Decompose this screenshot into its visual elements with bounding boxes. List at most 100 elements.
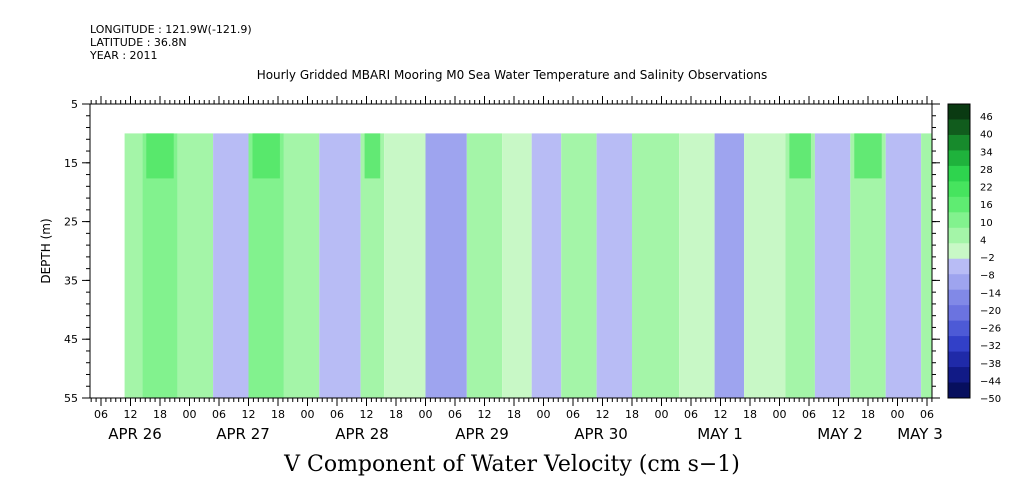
colorbar-swatch	[948, 196, 970, 213]
x-day-label: APR 27	[216, 425, 270, 443]
field-column	[596, 133, 632, 398]
colorbar-label: 16	[980, 200, 993, 211]
colorbar-label: −38	[980, 359, 1001, 370]
colorbar-swatch	[948, 119, 970, 136]
colorbar-label: −2	[980, 253, 995, 264]
y-tick-label: 45	[64, 333, 78, 346]
field-column	[124, 133, 143, 398]
colorbar-label: 46	[980, 112, 993, 123]
x-hour-label: 12	[360, 408, 374, 421]
colorbar-swatch	[948, 227, 970, 244]
x-day-label: APR 29	[455, 425, 509, 443]
colorbar-label: −50	[980, 394, 1001, 405]
x-day-label: MAY 3	[897, 425, 943, 443]
colorbar-swatch	[948, 134, 970, 151]
x-hour-label: 06	[684, 408, 698, 421]
x-hour-label: 06	[330, 408, 344, 421]
colorbar-label: −14	[980, 288, 1001, 299]
x-hour-label: 12	[832, 408, 846, 421]
field-surface-streak	[252, 133, 280, 179]
variable-title: V Component of Water Velocity (cm s−1)	[284, 452, 740, 477]
colorbar-label: 10	[980, 218, 993, 229]
field-surface-streak	[854, 133, 882, 179]
field-column	[177, 133, 214, 398]
field-column	[425, 133, 467, 398]
x-hour-label: 00	[301, 408, 315, 421]
colorbar-label: −32	[980, 341, 1001, 352]
field-column	[814, 133, 851, 398]
field-surface-streak	[146, 133, 174, 179]
x-hour-label: 18	[507, 408, 521, 421]
colorbar: 46 40 34 28 22 16 10 4 −2 −8 −14 −20 −26 −32 −38 −44 −50	[947, 103, 1001, 405]
colorbar-label: 4	[980, 235, 986, 246]
colorbar-swatch	[948, 336, 970, 353]
x-hour-label: 18	[861, 408, 875, 421]
x-day-label: APR 28	[335, 425, 389, 443]
colorbar-swatch	[948, 165, 970, 182]
longitude-label: LONGITUDE : 121.9W(-121.9)	[90, 23, 252, 36]
x-hour-label: 12	[596, 408, 610, 421]
colorbar-label: 40	[980, 130, 993, 141]
y-tick-label: 5	[71, 98, 78, 111]
colorbar-swatch	[948, 274, 970, 291]
colorbar-label: −20	[980, 306, 1001, 317]
x-hour-label: 00	[891, 408, 905, 421]
field-column	[679, 133, 715, 398]
colorbar-swatch	[948, 289, 970, 306]
x-day-label: APR 26	[108, 425, 162, 443]
colorbar-swatch	[948, 367, 970, 384]
field-column	[561, 133, 597, 398]
colorbar-swatch	[948, 351, 970, 368]
colorbar-label: −44	[980, 376, 1001, 387]
field-surface-streak	[364, 133, 381, 179]
x-hour-label: 12	[478, 408, 492, 421]
field-column	[384, 133, 426, 398]
field-column	[921, 133, 932, 398]
x-hour-label: 06	[802, 408, 816, 421]
x-hour-label: 12	[124, 408, 138, 421]
x-hour-label: 00	[773, 408, 787, 421]
field-column	[283, 133, 320, 398]
x-day-label: MAY 1	[697, 425, 743, 443]
x-day-label: APR 30	[574, 425, 628, 443]
colorbar-label: 34	[980, 147, 993, 158]
x-hour-label: 06	[94, 408, 108, 421]
x-hour-label: 06	[448, 408, 462, 421]
field-column	[885, 133, 922, 398]
x-hour-label: 00	[655, 408, 669, 421]
colorbar-swatch	[948, 243, 970, 260]
x-hour-label: 06	[920, 408, 934, 421]
field-column	[531, 133, 562, 398]
y-tick-label: 55	[64, 392, 78, 405]
field-column	[714, 133, 745, 398]
x-hour-label: 06	[566, 408, 580, 421]
field-surface-streak	[789, 133, 811, 179]
y-tick-label: 25	[64, 216, 78, 229]
x-hour-label: 00	[537, 408, 551, 421]
colorbar-swatch	[948, 150, 970, 167]
x-hour-label: 12	[242, 408, 256, 421]
colorbar-swatch	[948, 320, 970, 337]
field-column	[502, 133, 532, 398]
x-hour-label: 18	[153, 408, 167, 421]
x-hour-label: 00	[183, 408, 197, 421]
year-label: YEAR : 2011	[90, 49, 158, 62]
colorbar-label: −26	[980, 324, 1001, 335]
chart-title: Hourly Gridded MBARI Mooring M0 Sea Wate…	[256, 68, 768, 82]
field-column	[213, 133, 249, 398]
x-day-label: MAY 2	[817, 425, 863, 443]
latitude-label: LATITUDE : 36.8N	[90, 36, 187, 49]
plot-frame	[89, 103, 933, 399]
y-tick-label: 35	[64, 274, 78, 287]
colorbar-swatch	[948, 305, 970, 322]
axes: 5 15 25 35 45 55 06 12 18 00 06 12 18 00 06 12 18 00 06 12 1…	[64, 96, 943, 443]
colorbar-swatch	[948, 258, 970, 275]
colorbar-swatch	[948, 181, 970, 198]
colorbar-label: −8	[980, 271, 995, 282]
x-hour-label: 18	[743, 408, 757, 421]
field-column	[632, 133, 680, 398]
colorbar-swatch	[948, 212, 970, 229]
y-axis-label: DEPTH (m)	[39, 218, 53, 283]
x-hour-label: 18	[625, 408, 639, 421]
